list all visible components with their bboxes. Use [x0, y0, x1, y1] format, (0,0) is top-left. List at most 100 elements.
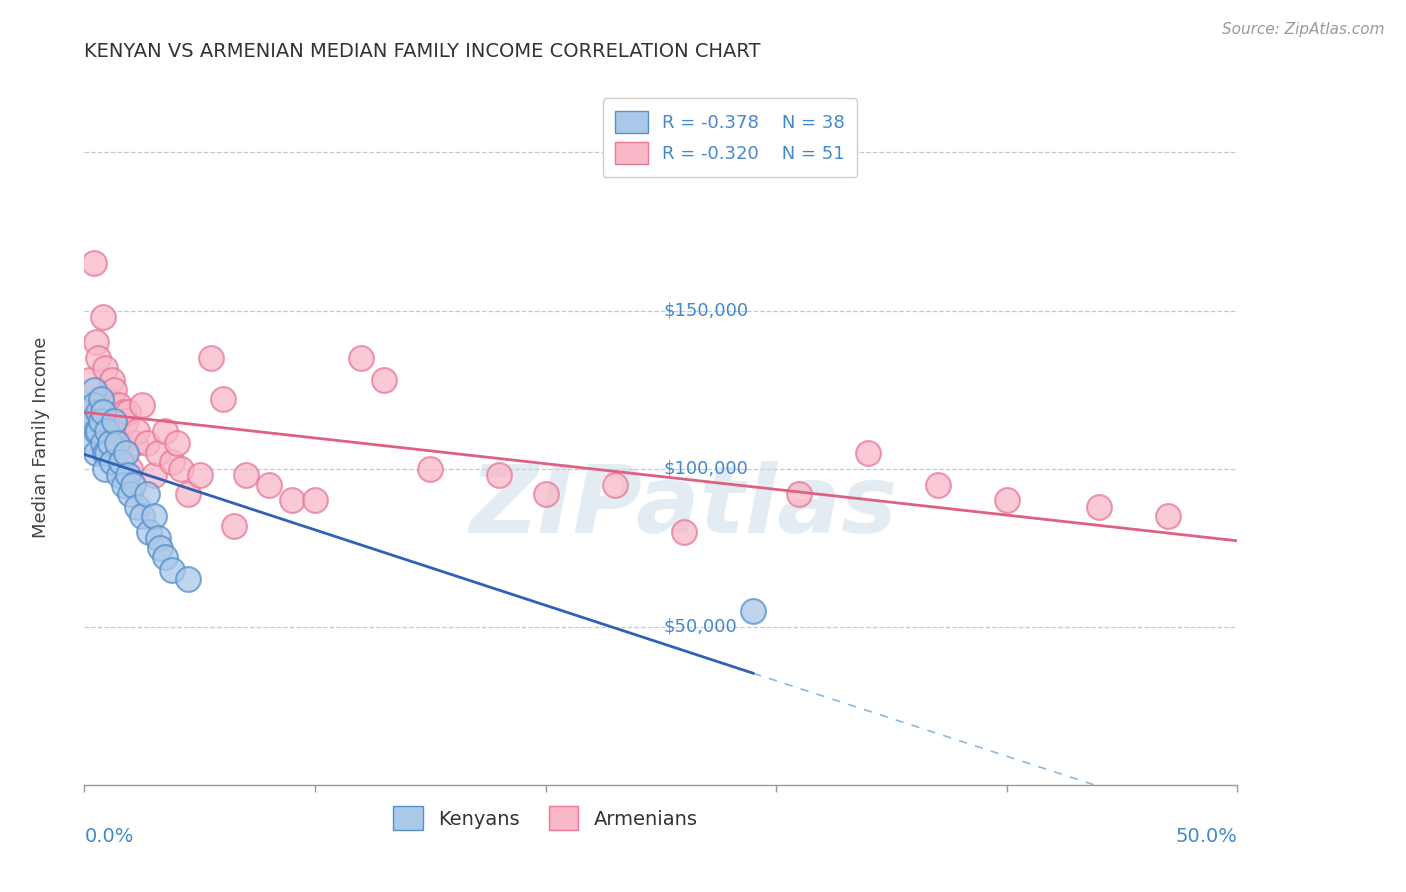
Point: [94, 446, 117, 460]
Point: [87, 405, 110, 419]
Point: [146, 531, 169, 545]
Text: $150,000: $150,000: [664, 301, 748, 319]
Point: [117, 405, 139, 419]
Point: [77, 373, 100, 387]
Point: [77, 414, 100, 428]
Point: [108, 399, 131, 413]
Point: [105, 436, 128, 450]
Point: [91, 405, 114, 419]
Point: [127, 500, 149, 514]
Point: [131, 509, 153, 524]
Point: [120, 461, 142, 475]
Point: [87, 351, 110, 365]
Point: [135, 487, 157, 501]
Point: [112, 405, 135, 419]
Point: [131, 399, 153, 413]
Point: [120, 487, 142, 501]
Point: [304, 493, 326, 508]
Point: [350, 351, 373, 365]
Point: [146, 446, 169, 460]
Point: [115, 414, 138, 428]
Point: [83, 383, 105, 397]
Point: [166, 436, 188, 450]
Text: Median Family Income: Median Family Income: [32, 336, 49, 538]
Point: [170, 461, 193, 475]
Point: [94, 461, 117, 475]
Point: [200, 351, 222, 365]
Point: [1157, 509, 1180, 524]
Point: [98, 436, 121, 450]
Point: [419, 461, 441, 475]
Point: [84, 446, 107, 460]
Point: [124, 436, 146, 450]
Point: [142, 468, 165, 483]
Point: [96, 446, 118, 460]
Legend: Kenyans, Armenians: Kenyans, Armenians: [385, 798, 706, 838]
Text: Source: ZipAtlas.com: Source: ZipAtlas.com: [1222, 22, 1385, 37]
Point: [121, 477, 143, 491]
Point: [281, 493, 304, 508]
Point: [224, 518, 246, 533]
Point: [101, 455, 124, 469]
Point: [672, 524, 695, 539]
Point: [84, 424, 107, 438]
Point: [488, 468, 510, 483]
Point: [91, 310, 114, 324]
Point: [858, 446, 880, 460]
Point: [142, 509, 165, 524]
Point: [153, 550, 176, 565]
Point: [127, 424, 149, 438]
Point: [89, 414, 111, 428]
Point: [117, 468, 139, 483]
Point: [257, 477, 280, 491]
Point: [101, 373, 124, 387]
Point: [91, 436, 114, 450]
Point: [373, 373, 395, 387]
Text: 0.0%: 0.0%: [84, 827, 134, 846]
Point: [1088, 500, 1111, 514]
Point: [110, 455, 132, 469]
Point: [160, 455, 183, 469]
Point: [153, 424, 176, 438]
Text: $200,000: $200,000: [664, 144, 748, 161]
Point: [87, 424, 110, 438]
Point: [103, 383, 125, 397]
Point: [108, 468, 131, 483]
Point: [96, 424, 118, 438]
Point: [105, 424, 128, 438]
Point: [534, 487, 557, 501]
Point: [160, 563, 183, 577]
Text: ZIPatlas: ZIPatlas: [470, 460, 898, 553]
Point: [603, 477, 626, 491]
Point: [211, 392, 233, 406]
Point: [103, 414, 125, 428]
Point: [80, 405, 103, 419]
Point: [177, 573, 200, 587]
Point: [83, 399, 105, 413]
Point: [80, 436, 103, 450]
Text: KENYAN VS ARMENIAN MEDIAN FAMILY INCOME CORRELATION CHART: KENYAN VS ARMENIAN MEDIAN FAMILY INCOME …: [84, 42, 761, 62]
Text: $100,000: $100,000: [664, 459, 748, 478]
Text: 50.0%: 50.0%: [1175, 827, 1237, 846]
Text: $50,000: $50,000: [664, 618, 737, 636]
Point: [138, 524, 160, 539]
Point: [96, 392, 118, 406]
Point: [995, 493, 1018, 508]
Point: [84, 335, 107, 350]
Point: [188, 468, 211, 483]
Point: [177, 487, 200, 501]
Point: [89, 414, 111, 428]
Point: [149, 541, 172, 555]
Point: [235, 468, 257, 483]
Point: [94, 360, 117, 375]
Point: [98, 399, 121, 413]
Point: [83, 256, 105, 270]
Point: [927, 477, 949, 491]
Point: [115, 446, 138, 460]
Point: [110, 436, 132, 450]
Point: [135, 436, 157, 450]
Point: [742, 604, 765, 618]
Point: [787, 487, 810, 501]
Point: [89, 392, 111, 406]
Point: [112, 477, 135, 491]
